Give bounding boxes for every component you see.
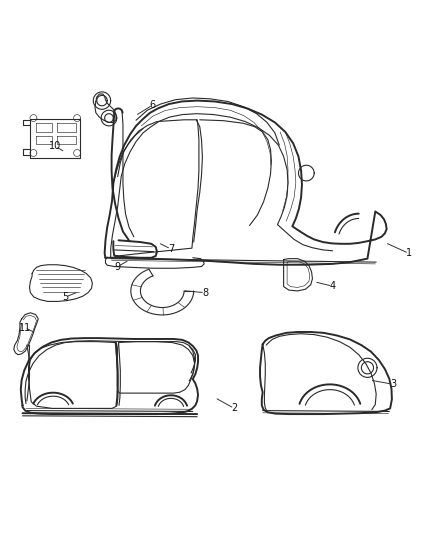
Text: 4: 4	[329, 281, 336, 291]
Text: 3: 3	[391, 379, 397, 390]
Text: 2: 2	[231, 403, 237, 414]
Text: 7: 7	[168, 244, 174, 254]
Text: 9: 9	[115, 262, 121, 271]
Text: 1: 1	[406, 248, 412, 259]
Text: 5: 5	[62, 292, 68, 302]
Text: 6: 6	[149, 100, 155, 110]
Text: 8: 8	[202, 288, 208, 298]
Text: 10: 10	[49, 141, 61, 151]
Text: 11: 11	[18, 322, 31, 333]
